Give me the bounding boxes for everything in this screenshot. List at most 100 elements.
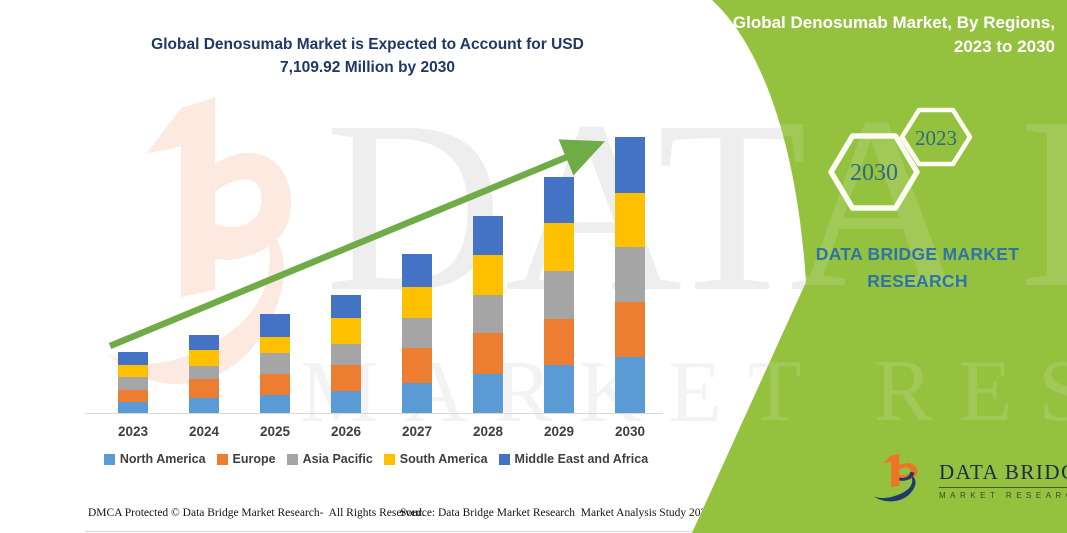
bottom-divider-line [85, 531, 745, 532]
chart-title: Global Denosumab Market is Expected to A… [95, 33, 640, 79]
bar-segment [118, 376, 148, 390]
bar-segment [402, 382, 432, 413]
chart-title-line1: Global Denosumab Market is Expected to A… [151, 36, 584, 53]
legend-item: South America [383, 452, 488, 466]
bar-segment [615, 356, 645, 413]
bar-segment [260, 337, 290, 353]
x-axis-line [85, 413, 663, 414]
bar-segment [189, 334, 219, 351]
bar-segment [473, 295, 503, 333]
legend-swatch-icon [498, 453, 510, 465]
bar-segment [615, 302, 645, 357]
bar-segment [189, 350, 219, 366]
hexagon-badges: 2030 2023 [828, 107, 973, 211]
legend-item: Middle East and Africa [498, 452, 649, 466]
logo-name: DATA BRIDGE [939, 460, 1067, 488]
legend-label: South America [399, 452, 488, 466]
bar-segment [118, 364, 148, 377]
bar-segment [331, 344, 361, 366]
bar-segment [331, 295, 361, 319]
legend-label: Europe [232, 452, 276, 466]
bar-segment [544, 271, 574, 320]
x-axis-label: 2025 [259, 424, 291, 439]
hexagon-2023-label: 2023 [915, 126, 957, 150]
hexagon-2030-label: 2030 [850, 160, 898, 186]
bar-2025 [260, 313, 290, 413]
bar-segment [189, 365, 219, 379]
bar-2026 [331, 295, 361, 413]
bar-segment [402, 348, 432, 383]
bar-segment [260, 373, 290, 395]
legend-swatch-icon [103, 453, 115, 465]
bar-segment [473, 374, 503, 413]
brand-line1: DATA BRIDGE MARKET [815, 244, 1020, 264]
bar-segment [118, 389, 148, 402]
bar-segment [402, 317, 432, 349]
legend-label: Middle East and Africa [514, 452, 649, 466]
bar-segment [544, 319, 574, 366]
x-axis-label: 2028 [472, 424, 504, 439]
bar-segment [402, 286, 432, 318]
bar-segment [331, 391, 361, 413]
x-axis-label: 2030 [614, 424, 646, 439]
bar-segment [189, 378, 219, 399]
x-axis-label: 2029 [543, 424, 575, 439]
legend-swatch-icon [286, 453, 298, 465]
bar-2028 [473, 216, 503, 413]
bar-segment [260, 394, 290, 413]
databridge-logo: DATA BRIDGE MARKET RESEARCH [872, 449, 1067, 511]
panel-heading: Global Denosumab Market, By Regions, 202… [715, 11, 1055, 59]
legend-label: Asia Pacific [302, 452, 373, 466]
legend: North America Europe Asia Pacific South Ame… [70, 452, 682, 466]
bar-segment [544, 365, 574, 413]
bar-segment [189, 398, 219, 413]
legend-swatch-icon [383, 453, 395, 465]
legend-item: North America [103, 452, 206, 466]
chart-title-line2: 7,109.92 Million by 2030 [280, 59, 455, 76]
panel-heading-line2: 2023 to 2030 [953, 37, 1055, 56]
bar-segment [544, 223, 574, 272]
logo-subtitle: MARKET RESEARCH [939, 491, 1067, 500]
legend-item: Europe [216, 452, 276, 466]
hexagon-2023 [899, 107, 973, 167]
databridge-logo-icon [873, 453, 918, 502]
legend-swatch-icon [216, 453, 228, 465]
brand-line2: RESEARCH [867, 271, 968, 291]
bar-segment [260, 352, 290, 374]
bar-2027 [402, 253, 432, 413]
x-axis-label: 2023 [117, 424, 149, 439]
bar-segment [331, 318, 361, 345]
bar-segment [473, 216, 503, 255]
legend-item: Asia Pacific [286, 452, 373, 466]
panel-heading-line1: Global Denosumab Market, By Regions, [732, 13, 1055, 32]
x-axis-label: 2024 [188, 424, 220, 439]
bar-segment [260, 313, 290, 338]
bar-segment [473, 333, 503, 374]
bar-segment [544, 177, 574, 224]
panel-watermark-line2: MARKET RESEARCH [300, 343, 1067, 440]
footer-copyright: DMCA Protected © Data Bridge Market Rese… [88, 507, 425, 519]
bar-2029 [544, 177, 574, 413]
x-axis-label: 2026 [330, 424, 362, 439]
bar-segment [615, 137, 645, 194]
brand-wordmark: DATA BRIDGE MARKET RESEARCH [795, 241, 1040, 295]
hexagon-2030 [828, 133, 920, 211]
x-axis-label: 2027 [401, 424, 433, 439]
bar-segment [615, 247, 645, 303]
bar-segment [118, 352, 148, 365]
bar-segment [473, 255, 503, 295]
databridge-logo-watermark-icon [107, 97, 292, 385]
bar-segment [331, 365, 361, 392]
databridge-logo-text: DATA BRIDGE MARKET RESEARCH [939, 460, 1067, 500]
bar-2024 [189, 334, 219, 413]
bar-segment [118, 401, 148, 413]
bar-segment [402, 253, 432, 287]
bar-2023 [118, 352, 148, 413]
legend-label: North America [119, 452, 206, 466]
bar-segment [615, 193, 645, 248]
bar-2030 [615, 137, 645, 413]
